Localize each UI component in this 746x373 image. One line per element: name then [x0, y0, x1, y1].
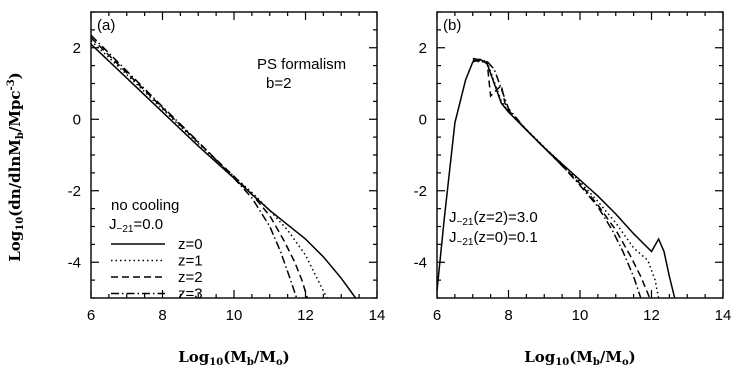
- y-tick-label: 2: [419, 40, 427, 57]
- x-tick-label: 10: [226, 307, 243, 324]
- panel-b-x-axis-label: Log10(Mb/Mo): [524, 348, 636, 368]
- panel-b-annotation-z2: J−21(z=2)=3.0: [449, 209, 538, 228]
- series-line-z=1: [90, 40, 328, 299]
- legend-title: no cooling: [111, 197, 179, 214]
- y-tick-label: 0: [419, 111, 427, 128]
- panel-a-annotation-b: b=2: [266, 75, 291, 92]
- panel-b-ticks: [436, 11, 724, 299]
- legend-entry-label: z=1: [178, 253, 203, 270]
- series-line-z=2: [472, 59, 651, 299]
- panel-a-curves: [90, 34, 357, 299]
- x-tick-label: 14: [715, 307, 732, 324]
- panel-a-label: (a): [97, 17, 115, 34]
- panel-b-curves: [436, 57, 676, 299]
- series-line-z=1: [472, 60, 660, 299]
- x-tick-label: 8: [504, 307, 512, 324]
- panel-b-tick-labels: 6 8 10 12 14 -4 -2 0 2: [414, 40, 732, 324]
- panel-a-legend: no cooling J−21=0.0 z=0z=1z=2z=3: [109, 197, 203, 303]
- panel-b-label: (b): [443, 17, 461, 34]
- panel-a-annotation-formalism: PS formalism: [257, 56, 346, 73]
- legend-entry-label: z=2: [178, 269, 203, 286]
- series-line-z=0: [436, 58, 676, 299]
- x-tick-label: 10: [572, 307, 589, 324]
- x-tick-label: 12: [297, 307, 314, 324]
- y-axis-label: Log10(dn/dlnMb/Mpc-3): [6, 72, 26, 262]
- legend-entry-label: z=0: [178, 236, 203, 253]
- x-tick-label: 6: [433, 307, 441, 324]
- series-line-z=3: [472, 57, 642, 299]
- legend-entry-label: z=3: [178, 286, 203, 303]
- x-tick-label: 12: [643, 307, 660, 324]
- panel-b: 6 8 10 12 14 -4 -2 0 2 (b) J−21(z=2)=3.0 J−21(z=…: [414, 11, 732, 368]
- y-tick-label: -4: [68, 254, 81, 271]
- series-line-z=0: [90, 43, 357, 299]
- y-tick-label: -2: [68, 183, 81, 200]
- legend-subtitle: J−21=0.0: [109, 216, 163, 235]
- panel-b-frame: [436, 11, 724, 299]
- panel-a: 6 8 10 12 14 -4 -2 0 2 (a) PS formalism b=2 no c…: [68, 11, 386, 368]
- series-line-z=2: [90, 37, 309, 299]
- y-tick-label: 2: [73, 40, 81, 57]
- panel-a-frame: [90, 11, 378, 299]
- x-tick-label: 8: [158, 307, 166, 324]
- y-tick-label: -2: [414, 183, 427, 200]
- legend-rows: z=0z=1z=2z=3: [111, 236, 203, 303]
- y-tick-label: 0: [73, 111, 81, 128]
- panel-a-x-axis-label: Log10(Mb/Mo): [178, 348, 290, 368]
- panel-b-annotation-z0: J−21(z=0)=0.1: [449, 229, 538, 248]
- x-tick-label: 14: [369, 307, 386, 324]
- y-tick-label: -4: [414, 254, 427, 271]
- panel-a-tick-labels: 6 8 10 12 14 -4 -2 0 2: [68, 40, 386, 324]
- x-tick-label: 6: [87, 307, 95, 324]
- panel-a-ticks: [90, 11, 378, 299]
